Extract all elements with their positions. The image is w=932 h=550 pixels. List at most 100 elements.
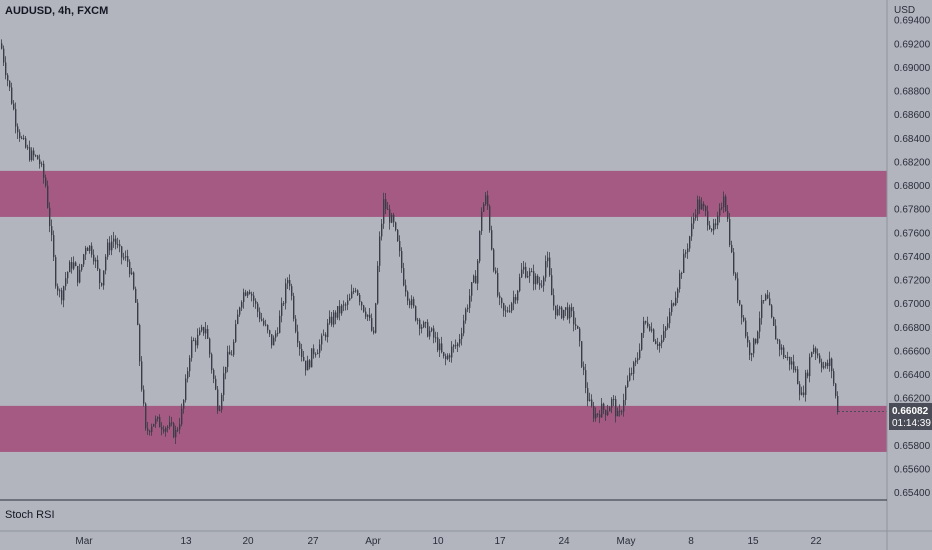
candle-body: [219, 409, 221, 411]
candle-body: [601, 403, 603, 418]
price-tick-label: 0.67400: [894, 252, 931, 263]
candle-body: [563, 309, 565, 319]
candle-body: [525, 266, 527, 278]
candle-body: [389, 209, 391, 223]
time-axis[interactable]: Mar 13 20 27 Apr 10 17 24 May 8 15 22: [75, 536, 822, 547]
candle-body: [667, 323, 669, 328]
candle-body: [373, 330, 375, 333]
candle-body: [489, 206, 491, 231]
candle-body: [613, 399, 615, 401]
zone-2[interactable]: [0, 405, 887, 452]
candle-body: [331, 316, 333, 325]
candle-body: [291, 286, 293, 296]
candle-body: [785, 357, 787, 359]
bar-countdown: 01:14:39: [892, 418, 931, 429]
candle-body: [733, 252, 735, 274]
candle-body: [807, 372, 809, 377]
candle-body: [115, 238, 117, 245]
candle-body: [209, 338, 211, 355]
candle-body: [703, 203, 705, 207]
candle-body: [145, 403, 147, 429]
indicator-label[interactable]: Stoch RSI: [5, 509, 55, 521]
candle-body: [359, 294, 361, 302]
candle-body: [599, 414, 601, 418]
candle-body: [33, 150, 35, 156]
candle-body: [377, 265, 379, 304]
candle-body: [621, 411, 623, 413]
candle-body: [191, 340, 193, 358]
candle-body: [357, 290, 359, 295]
candle-body: [253, 295, 255, 301]
candle-body: [267, 325, 269, 331]
candle-body: [365, 311, 367, 317]
candle-body: [289, 280, 291, 287]
candle-body: [663, 330, 665, 341]
candle-body: [113, 238, 115, 242]
candle-body: [423, 322, 425, 328]
candle-body: [545, 261, 547, 278]
candle-body: [809, 357, 811, 377]
price-tick-label: 0.68000: [894, 181, 931, 192]
candle-body: [273, 337, 275, 346]
candle-body: [435, 337, 437, 339]
chart-title: AUDUSD, 4h, FXCM: [5, 5, 108, 17]
candle-body: [497, 272, 499, 296]
candle-body: [361, 301, 363, 306]
candle-body: [11, 87, 13, 104]
candle-body: [529, 271, 531, 277]
candle-body: [551, 275, 553, 296]
candle-body: [243, 292, 245, 303]
candle-body: [305, 360, 307, 371]
candle-body: [623, 399, 625, 412]
candle-body: [803, 392, 805, 395]
candle-body: [725, 196, 727, 212]
candle-body: [439, 343, 441, 351]
candle-body: [505, 310, 507, 312]
candle-body: [675, 297, 677, 306]
candle-body: [127, 256, 129, 262]
candle-body: [749, 342, 751, 355]
candle-body: [31, 150, 33, 161]
candle-body: [351, 291, 353, 298]
candle-body: [379, 236, 381, 266]
price-axis[interactable]: 0.69400 0.69200 0.69000 0.68800 0.68600 0.684…: [894, 16, 931, 499]
price-tick-label: 0.66600: [894, 346, 931, 357]
candle-body: [705, 206, 707, 212]
candle-body: [775, 325, 777, 340]
candle-body: [375, 303, 377, 333]
candle-body: [837, 395, 839, 412]
candle-body: [9, 80, 11, 88]
candle-body: [729, 218, 731, 245]
candle-body: [299, 342, 301, 350]
candle-body: [751, 353, 753, 355]
candle-body: [51, 226, 53, 236]
candle-body: [119, 244, 121, 247]
candle-body: [641, 332, 643, 350]
candle-body: [269, 330, 271, 335]
candle-body: [83, 254, 85, 265]
candle-body: [683, 253, 685, 273]
candle-body: [603, 403, 605, 410]
candle-body: [385, 199, 387, 209]
candle-body: [35, 155, 37, 157]
candle-body: [177, 429, 179, 431]
candle-body: [5, 62, 7, 76]
candle-body: [499, 295, 501, 299]
candle-body: [327, 323, 329, 338]
zone-1[interactable]: [0, 170, 887, 217]
candle-body: [513, 297, 515, 304]
candle-body: [669, 312, 671, 324]
candle-body: [689, 236, 691, 249]
candle-body: [321, 335, 323, 345]
candle-body: [363, 305, 365, 312]
candle-body: [409, 300, 411, 306]
candle-body: [235, 324, 237, 342]
candle-body: [591, 399, 593, 406]
candle-body: [415, 306, 417, 321]
candle-body: [821, 362, 823, 368]
time-tick-label: Apr: [365, 536, 381, 547]
candle-body: [81, 264, 83, 270]
candle-body: [197, 334, 199, 346]
candle-body: [217, 389, 219, 411]
